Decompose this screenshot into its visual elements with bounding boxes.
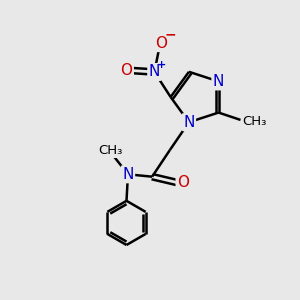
- Text: N: N: [213, 74, 224, 89]
- Text: CH₃: CH₃: [98, 144, 122, 157]
- Text: N: N: [183, 115, 195, 130]
- Text: O: O: [177, 175, 189, 190]
- Text: CH₃: CH₃: [242, 115, 266, 128]
- Text: +: +: [157, 60, 167, 70]
- Text: N: N: [122, 167, 134, 182]
- Text: O: O: [120, 63, 132, 78]
- Text: −: −: [164, 27, 176, 41]
- Text: O: O: [155, 36, 167, 51]
- Text: N: N: [149, 64, 160, 80]
